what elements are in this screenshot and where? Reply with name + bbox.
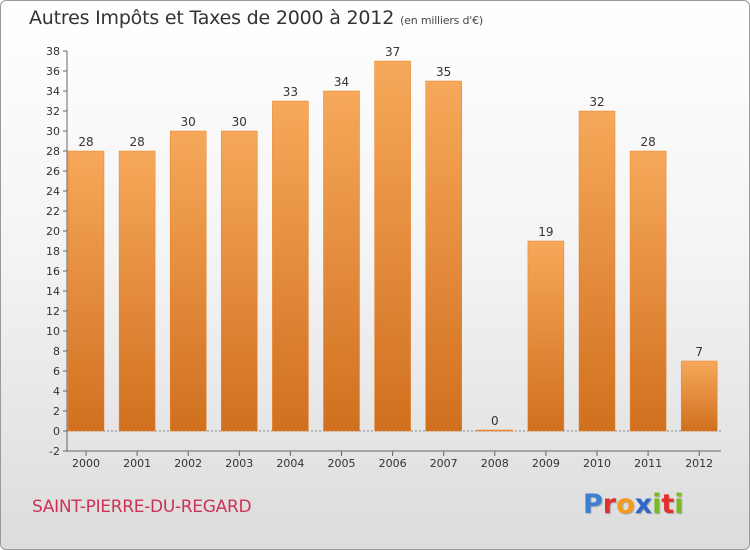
logo-letter: r	[602, 489, 617, 520]
data-label: 30	[181, 115, 196, 129]
bar	[527, 240, 565, 432]
y-tick-label: 24	[46, 185, 60, 198]
data-label: 7	[695, 345, 703, 359]
y-tick-label: 4	[53, 385, 60, 398]
y-tick-label: 36	[46, 65, 60, 78]
bar	[169, 130, 207, 432]
data-label: 28	[640, 135, 655, 149]
x-tick-label: 2002	[174, 457, 202, 470]
chart-bars	[67, 60, 718, 432]
data-label: 32	[589, 95, 604, 109]
y-tick-label: 38	[46, 45, 60, 58]
bar	[680, 360, 718, 432]
bar	[118, 150, 156, 432]
chart-title: Autres Impôts et Taxes de 2000 à 2012 (en…	[29, 7, 483, 29]
x-tick-label: 2004	[276, 457, 304, 470]
x-tick-label: 2012	[685, 457, 713, 470]
x-tick-label: 2000	[72, 457, 100, 470]
data-label: 33	[283, 85, 298, 99]
bar	[221, 130, 258, 432]
data-label: 0	[491, 414, 499, 428]
y-tick-label: 18	[46, 245, 60, 258]
x-tick-label: 2003	[225, 457, 253, 470]
data-label: 28	[78, 135, 93, 149]
y-tick-label: 26	[46, 165, 60, 178]
bar	[425, 80, 462, 432]
y-tick-label: 8	[53, 345, 60, 358]
y-tick-label: 10	[46, 325, 60, 338]
logo-letter: P	[583, 489, 603, 520]
chart-title-text: Autres Impôts et Taxes de 2000 à 2012	[29, 7, 395, 29]
y-tick-label: 16	[46, 265, 60, 278]
y-tick-label: 6	[53, 365, 60, 378]
x-tick-label: 2001	[123, 457, 151, 470]
chart-subtitle: (en milliers d'€)	[400, 14, 483, 27]
commune-name: SAINT-PIERRE-DU-REGARD	[32, 497, 252, 517]
data-label: 28	[129, 135, 144, 149]
x-tick-label: 2006	[379, 457, 407, 470]
x-tick-label: 2011	[634, 457, 662, 470]
logo-letter: i	[674, 489, 684, 520]
y-tick-label: 32	[46, 105, 60, 118]
y-tick-label: 30	[46, 125, 60, 138]
y-tick-label: 22	[46, 205, 60, 218]
data-label: 37	[385, 45, 400, 59]
bar	[272, 100, 309, 432]
bar	[629, 150, 667, 432]
logo-letter: t	[661, 489, 675, 520]
y-tick-label: 20	[46, 225, 60, 238]
y-tick-label: -2	[49, 445, 60, 458]
y-tick-label: 2	[53, 405, 60, 418]
y-tick-label: 34	[46, 85, 60, 98]
bar	[323, 90, 360, 432]
data-label: 30	[232, 115, 247, 129]
x-tick-label: 2008	[481, 457, 509, 470]
logo-letter: x	[634, 489, 653, 520]
bar	[476, 429, 514, 432]
chart-data-labels: 28 28 30 30 33 34 37 35 0 19 32 28 7	[78, 45, 703, 428]
x-tick-label: 2007	[430, 457, 458, 470]
logo-letter: i	[652, 489, 662, 520]
y-tick-label: 0	[53, 425, 60, 438]
y-tick-label: 14	[46, 285, 60, 298]
proxiti-logo: Proxiti	[583, 489, 684, 520]
y-tick-label: 12	[46, 305, 60, 318]
data-label: 19	[538, 225, 553, 239]
y-tick-label: 28	[46, 145, 60, 158]
bar	[374, 60, 411, 432]
bar	[67, 150, 105, 432]
bar	[578, 110, 616, 432]
data-label: 34	[334, 75, 349, 89]
logo-letter: o	[616, 489, 635, 520]
x-tick-label: 2005	[328, 457, 356, 470]
x-tick-label: 2009	[532, 457, 560, 470]
x-tick-label: 2010	[583, 457, 611, 470]
data-label: 35	[436, 65, 451, 79]
